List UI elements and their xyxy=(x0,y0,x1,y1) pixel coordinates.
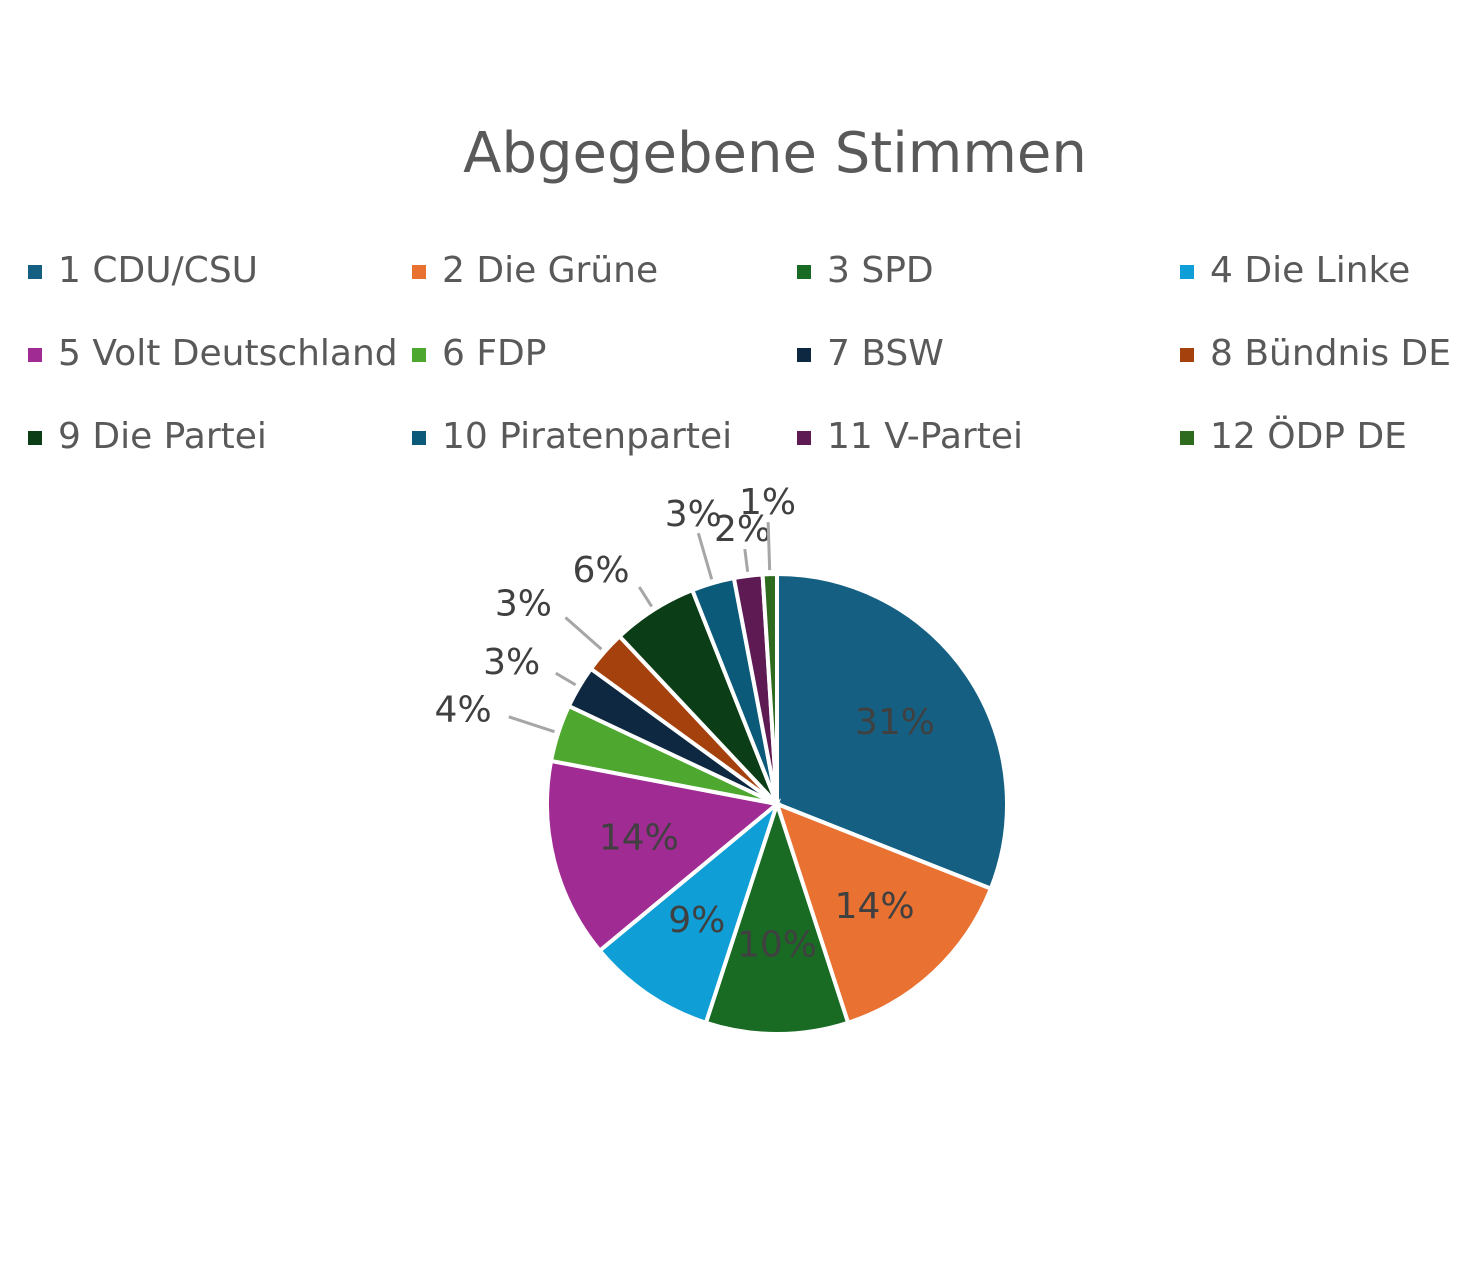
legend-swatch xyxy=(412,265,426,279)
data-label: 1% xyxy=(739,482,796,523)
legend-swatch xyxy=(412,348,426,362)
legend-label: 12 ÖDP DE xyxy=(1210,415,1407,457)
legend-label: 11 V-Partei xyxy=(827,416,1023,457)
data-label: 3% xyxy=(483,642,540,683)
legend-swatch xyxy=(28,431,42,445)
leader-line xyxy=(564,616,603,651)
pie-slice xyxy=(775,571,1009,892)
data-label: 3% xyxy=(495,584,552,625)
legend-label: 6 FDP xyxy=(442,333,546,374)
data-label: 14% xyxy=(835,886,915,927)
legend-label: 5 Volt Deutschland xyxy=(58,333,398,374)
legend-swatch xyxy=(28,348,42,362)
data-label: 4% xyxy=(435,689,492,730)
pie-slice xyxy=(596,798,782,1026)
legend-label: 2 Die Grüne xyxy=(442,250,658,291)
leader-line xyxy=(555,671,577,687)
legend-swatch xyxy=(1180,348,1194,362)
data-label: 6% xyxy=(573,550,630,591)
legend-swatch xyxy=(797,431,811,445)
pie-slice xyxy=(703,797,851,1036)
leader-line xyxy=(766,522,772,571)
leader-line xyxy=(508,715,555,734)
data-label: 9% xyxy=(668,900,725,941)
legend-label: 7 BSW xyxy=(827,333,944,374)
legend-label: 4 Die Linke xyxy=(1210,250,1410,291)
leader-line xyxy=(743,548,750,573)
data-label: 10% xyxy=(737,925,817,966)
leader-line xyxy=(638,586,653,608)
legend-label: 9 Die Partei xyxy=(58,416,267,457)
data-label: 2% xyxy=(714,509,771,550)
leader-line xyxy=(696,532,714,580)
data-label: 14% xyxy=(599,817,679,858)
chart-title: Abgegebene Stimmen xyxy=(463,121,1087,186)
legend-label: 3 SPD xyxy=(827,250,934,291)
data-label: 3% xyxy=(665,494,722,535)
legend-swatch xyxy=(1180,265,1194,279)
legend-swatch xyxy=(797,265,811,279)
legend-swatch xyxy=(1180,431,1194,445)
legend-label: 8 Bündnis DE xyxy=(1210,333,1451,374)
legend-swatch xyxy=(412,431,426,445)
legend-swatch xyxy=(28,265,42,279)
pie-slice xyxy=(760,571,779,805)
legend-label: 10 Piratenpartei xyxy=(442,416,732,457)
legend-label: 1 CDU/CSU xyxy=(58,250,258,291)
legend-swatch xyxy=(797,348,811,362)
data-label: 31% xyxy=(855,702,935,743)
pie-slice xyxy=(545,758,782,954)
